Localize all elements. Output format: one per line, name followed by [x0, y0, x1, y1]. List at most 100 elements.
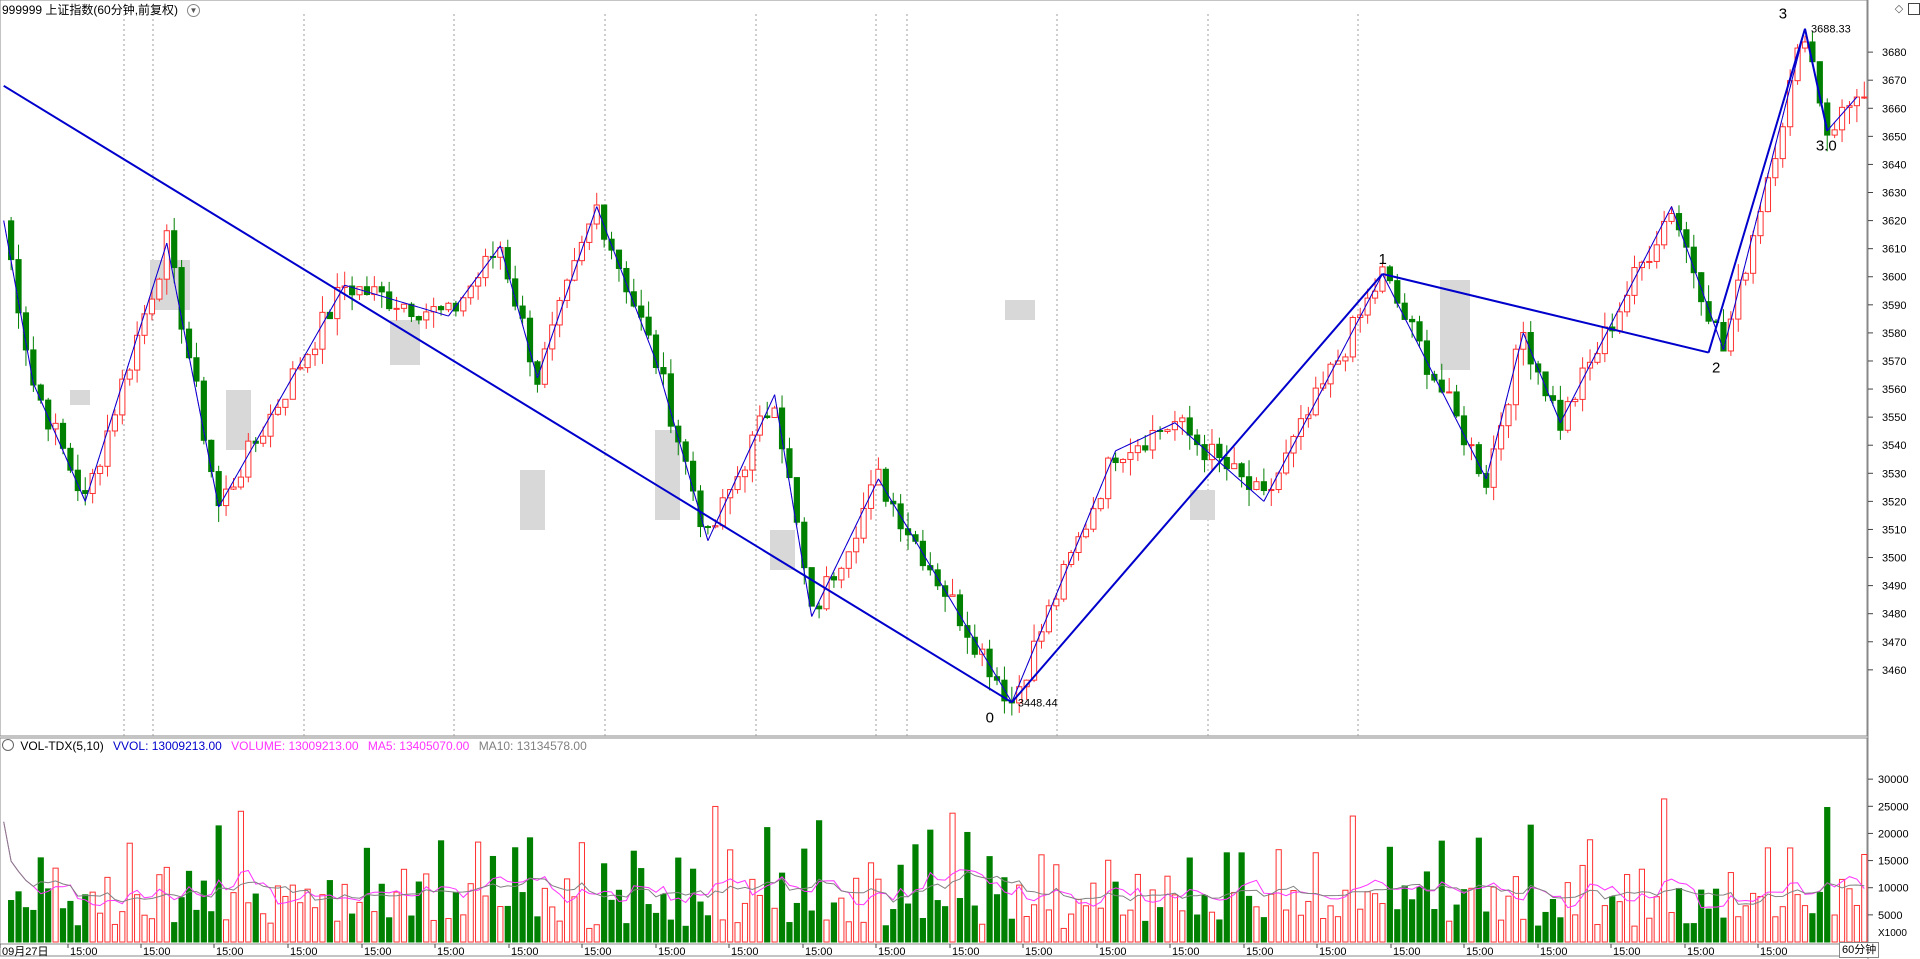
volume-menu-icon[interactable]: [2, 739, 14, 751]
candle-body: [74, 469, 81, 492]
volume-bar: [1409, 899, 1416, 943]
candle-body: [512, 278, 519, 307]
volume-bar: [134, 894, 141, 943]
price-tick-label: 3620: [1882, 216, 1906, 228]
candle-body: [1594, 353, 1601, 363]
volume-tick-label: 5000: [1878, 910, 1902, 922]
volume-bar: [1646, 917, 1653, 943]
volume-bar: [1616, 901, 1623, 943]
volume-bar: [793, 902, 800, 943]
candle-body: [771, 407, 778, 419]
price-tick-label: 3500: [1882, 553, 1906, 565]
volume-bar: [193, 909, 200, 943]
consolidation-box: [1005, 300, 1035, 320]
period-label[interactable]: 60分钟: [1839, 942, 1880, 958]
volume-bar: [771, 907, 778, 943]
candle-body: [1446, 391, 1453, 394]
volume-bar: [942, 906, 949, 943]
restore-window-icon[interactable]: [1908, 3, 1920, 15]
time-axis-label: 15:00: [1393, 946, 1421, 958]
volume-bar: [964, 831, 971, 943]
candles: [8, 31, 1868, 716]
volume-bar: [1045, 909, 1052, 943]
volume-bar: [1416, 886, 1423, 943]
volume-bar: [452, 891, 459, 943]
candle-body: [178, 267, 185, 330]
volume-bar: [630, 850, 637, 943]
candle-body: [215, 471, 222, 507]
diamond-icon[interactable]: ◇: [1894, 3, 1904, 15]
volume-bar: [1053, 864, 1060, 943]
candle-body: [171, 230, 178, 269]
candle-body: [475, 277, 482, 287]
volume-bar: [1201, 894, 1208, 943]
volume-bar: [171, 922, 178, 943]
price-tick-label: 3460: [1882, 665, 1906, 677]
thin-wave-segment: [1559, 206, 1673, 423]
volume-bar: [519, 892, 526, 943]
price-tick-label: 3510: [1882, 524, 1906, 536]
time-axis-label: 15:00: [364, 946, 392, 958]
volume-bar: [601, 863, 608, 943]
volume-bar: [1179, 910, 1186, 943]
candle-body: [1668, 213, 1675, 222]
volume-bar: [675, 857, 682, 943]
thin-wave-segment: [166, 242, 220, 508]
volume-bar: [1142, 920, 1149, 943]
candle-body: [59, 422, 67, 449]
volume-bar: [1105, 859, 1112, 943]
time-axis-label: 15:00: [1319, 946, 1347, 958]
dropdown-circle-icon[interactable]: ▼: [187, 4, 200, 17]
candle-body: [1527, 331, 1534, 365]
thin-wave-segment: [218, 284, 346, 508]
wave-lines: [3, 28, 1829, 704]
candle-body: [311, 348, 319, 356]
time-axis-label: 15:00: [290, 946, 318, 958]
candle-body: [623, 267, 630, 293]
candle-body: [134, 334, 141, 371]
candle-body: [1772, 158, 1779, 179]
candle-body: [563, 279, 571, 301]
candle-body: [141, 313, 148, 336]
volume-bar: [119, 911, 126, 943]
volume-bar: [356, 901, 363, 943]
time-axis-label: 15:00: [1172, 946, 1200, 958]
volume-bar: [801, 848, 808, 943]
volume-bar: [1750, 892, 1757, 943]
volume-bar: [890, 909, 897, 943]
price-tick-label: 3490: [1882, 581, 1906, 593]
candle-body: [1401, 302, 1408, 320]
thin-wave-segment: [1011, 450, 1117, 703]
volume-bar: [1394, 909, 1401, 943]
candle-body: [1838, 106, 1846, 131]
candle-body: [222, 488, 230, 507]
volume-bar: [1023, 916, 1030, 943]
volume-bar: [1149, 889, 1156, 943]
volume-bar: [512, 847, 519, 943]
volume-bar: [52, 867, 59, 943]
wave-label: 3.0: [1816, 138, 1837, 155]
volume-bar: [638, 868, 645, 943]
volume-bar: [1423, 871, 1431, 943]
thin-wave-segment: [877, 478, 1013, 703]
candle-body: [1186, 417, 1193, 436]
candle-body: [200, 380, 207, 441]
volume-bar: [1824, 807, 1831, 943]
volume-bar: [74, 925, 81, 943]
price-tick-label: 3660: [1882, 103, 1906, 115]
volume-bar: [185, 870, 193, 943]
volume-bar: [719, 919, 726, 943]
price-tick-label: 3520: [1882, 496, 1906, 508]
candle-body: [971, 636, 978, 655]
candle-body: [1245, 476, 1253, 490]
time-axis-label: 15:00: [437, 946, 465, 958]
candle-body: [297, 367, 304, 370]
candle-body: [1201, 444, 1208, 461]
volume-bar: [1305, 900, 1312, 943]
candle-body: [689, 460, 697, 492]
volume-bar: [1638, 868, 1646, 943]
volume-bar: [334, 920, 341, 943]
volume-bar: [1861, 854, 1868, 943]
volume-bar: [222, 919, 230, 943]
